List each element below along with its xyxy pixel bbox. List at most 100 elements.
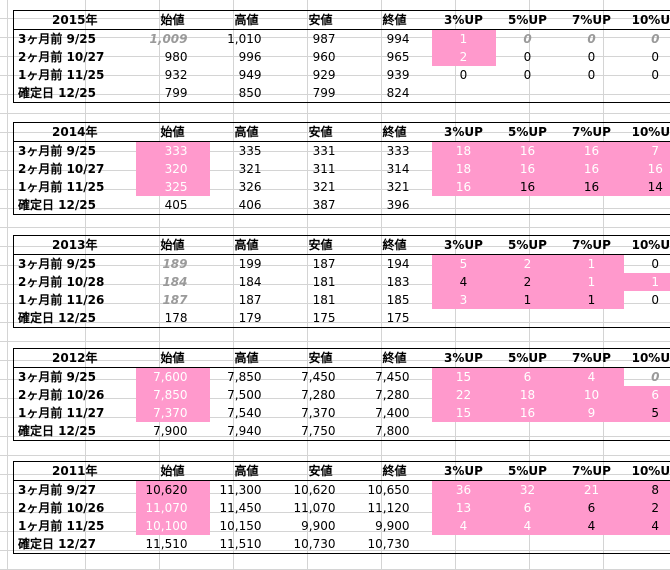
percent-up-3-cell[interactable]: 3 <box>431 291 496 309</box>
column-header[interactable]: 始値 <box>135 461 210 481</box>
price-open-cell[interactable]: 184 <box>162 274 188 289</box>
price-low-cell[interactable]: 7,750 <box>301 423 336 438</box>
percent-up-3-cell[interactable]: 5 <box>431 254 496 273</box>
percent-up-7-cell[interactable] <box>560 84 624 103</box>
price-high-cell[interactable]: 11,450 <box>219 500 262 515</box>
row-label[interactable]: 確定日 12/25 <box>18 310 96 325</box>
price-low-cell[interactable]: 10,730 <box>293 536 336 551</box>
column-header[interactable]: 7%UP <box>559 10 624 30</box>
price-high-cell[interactable]: 10,150 <box>219 518 262 533</box>
row-label[interactable]: 1ヶ月前 11/26 <box>18 292 105 307</box>
row-label[interactable]: 2ヶ月前 10/28 <box>18 274 105 289</box>
percent-up-10-cell[interactable]: 0 <box>651 31 660 46</box>
price-high-cell[interactable]: 321 <box>238 161 262 176</box>
column-header[interactable]: 5%UP <box>495 122 560 142</box>
price-low-cell[interactable]: 929 <box>312 67 336 82</box>
price-open-cell[interactable]: 11,070 <box>135 499 210 517</box>
percent-up-5-cell[interactable]: 6 <box>495 499 560 517</box>
percent-up-7-cell[interactable] <box>560 196 624 215</box>
percent-up-5-cell[interactable]: 0 <box>523 49 532 64</box>
percent-up-7-cell[interactable]: 1 <box>559 291 624 309</box>
column-header[interactable]: 3%UP <box>431 122 496 142</box>
row-label[interactable]: 3ヶ月前 9/25 <box>18 143 96 158</box>
column-header[interactable]: 安値 <box>283 235 358 255</box>
price-open-cell[interactable]: 7,900 <box>153 423 188 438</box>
percent-up-7-cell[interactable]: 10 <box>559 386 624 404</box>
percent-up-3-cell[interactable] <box>432 309 496 328</box>
row-label[interactable]: 1ヶ月前 11/25 <box>18 67 105 82</box>
column-header[interactable]: 始値 <box>135 10 210 30</box>
column-header[interactable]: 終値 <box>357 461 432 481</box>
percent-up-5-cell[interactable]: 2 <box>495 273 560 291</box>
percent-up-5-cell[interactable]: 16 <box>495 141 560 160</box>
percent-up-7-cell[interactable]: 16 <box>559 178 624 196</box>
percent-up-7-cell[interactable]: 4 <box>559 367 624 386</box>
column-header[interactable]: 高値 <box>209 461 284 481</box>
percent-up-5-cell[interactable]: 0 <box>523 67 532 82</box>
price-close-cell[interactable]: 396 <box>386 197 410 212</box>
price-open-cell[interactable]: 7,370 <box>135 404 210 422</box>
price-low-cell[interactable]: 11,070 <box>293 500 336 515</box>
price-low-cell[interactable]: 331 <box>312 143 336 158</box>
price-open-cell[interactable]: 405 <box>164 197 188 212</box>
price-high-cell[interactable]: 949 <box>238 67 262 82</box>
percent-up-10-cell[interactable]: 0 <box>651 256 660 271</box>
price-close-cell[interactable]: 314 <box>386 161 410 176</box>
percent-up-3-cell[interactable] <box>432 196 496 215</box>
percent-up-3-cell[interactable] <box>432 84 496 103</box>
price-close-cell[interactable]: 7,800 <box>375 423 410 438</box>
price-low-cell[interactable]: 7,280 <box>301 387 336 402</box>
column-header[interactable]: 高値 <box>209 348 284 368</box>
price-low-cell[interactable]: 187 <box>312 256 336 271</box>
price-open-cell[interactable]: 178 <box>164 310 188 325</box>
percent-up-10-cell[interactable]: 16 <box>623 160 670 178</box>
percent-up-7-cell[interactable]: 6 <box>559 499 624 517</box>
percent-up-5-cell[interactable]: 16 <box>495 160 560 178</box>
percent-up-7-cell[interactable]: 16 <box>559 160 624 178</box>
column-header[interactable]: 5%UP <box>495 235 560 255</box>
percent-up-10-cell[interactable]: 0 <box>651 49 660 64</box>
price-open-cell[interactable]: 333 <box>135 141 210 160</box>
price-low-cell[interactable]: 175 <box>312 310 336 325</box>
column-header[interactable]: 終値 <box>357 235 432 255</box>
price-open-cell[interactable]: 325 <box>135 178 210 196</box>
column-header[interactable]: 10%UP <box>623 122 670 142</box>
price-high-cell[interactable]: 326 <box>238 179 262 194</box>
column-header[interactable]: 安値 <box>283 348 358 368</box>
percent-up-5-cell[interactable] <box>496 84 560 103</box>
percent-up-7-cell[interactable] <box>560 309 624 328</box>
column-header[interactable]: 10%UP <box>623 348 670 368</box>
column-header[interactable]: 7%UP <box>559 348 624 368</box>
percent-up-10-cell[interactable]: 7 <box>623 141 670 160</box>
price-low-cell[interactable]: 321 <box>312 179 336 194</box>
price-high-cell[interactable]: 199 <box>238 256 262 271</box>
price-close-cell[interactable]: 7,280 <box>375 387 410 402</box>
percent-up-10-cell[interactable] <box>624 84 670 103</box>
row-label[interactable]: 1ヶ月前 11/25 <box>18 179 105 194</box>
percent-up-10-cell[interactable] <box>624 422 670 441</box>
price-open-cell[interactable]: 932 <box>164 67 188 82</box>
percent-up-5-cell[interactable] <box>496 422 560 441</box>
row-label[interactable]: 3ヶ月前 9/25 <box>18 369 96 384</box>
percent-up-7-cell[interactable]: 0 <box>587 67 596 82</box>
price-close-cell[interactable]: 333 <box>386 143 410 158</box>
price-low-cell[interactable]: 9,900 <box>301 518 336 533</box>
year-title[interactable]: 2013年 <box>13 235 136 255</box>
price-low-cell[interactable]: 311 <box>312 161 336 176</box>
price-low-cell[interactable]: 387 <box>312 197 336 212</box>
column-header[interactable]: 終値 <box>357 122 432 142</box>
price-high-cell[interactable]: 11,300 <box>219 482 262 497</box>
row-label[interactable]: 1ヶ月前 11/25 <box>18 518 105 533</box>
column-header[interactable]: 安値 <box>283 461 358 481</box>
price-close-cell[interactable]: 194 <box>386 256 410 271</box>
percent-up-3-cell[interactable] <box>432 422 496 441</box>
price-high-cell[interactable]: 1,010 <box>227 31 262 46</box>
price-high-cell[interactable]: 184 <box>238 274 262 289</box>
price-high-cell[interactable]: 7,540 <box>227 405 262 420</box>
column-header[interactable]: 3%UP <box>431 235 496 255</box>
price-open-cell[interactable]: 7,600 <box>135 367 210 386</box>
percent-up-3-cell[interactable]: 15 <box>431 367 496 386</box>
row-label[interactable]: 2ヶ月前 10/26 <box>18 500 105 515</box>
percent-up-3-cell[interactable]: 16 <box>431 178 496 196</box>
percent-up-3-cell[interactable]: 22 <box>431 386 496 404</box>
